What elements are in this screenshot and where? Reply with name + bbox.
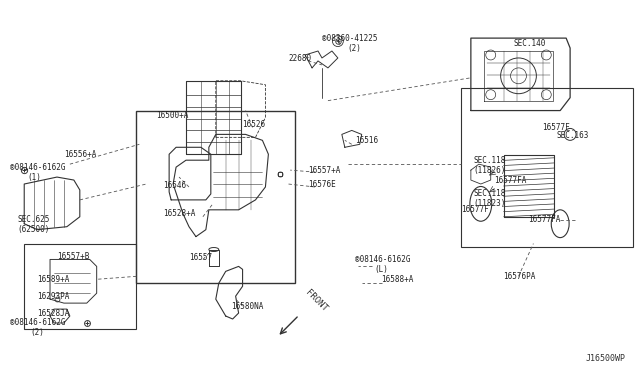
Text: 16580NA: 16580NA	[230, 302, 263, 311]
Text: 16577F: 16577F	[542, 123, 570, 132]
Text: 16576PA: 16576PA	[504, 272, 536, 281]
Text: 16526: 16526	[243, 120, 266, 129]
Text: (11823): (11823)	[474, 199, 506, 208]
Text: 16588+A: 16588+A	[381, 275, 414, 284]
Text: (2): (2)	[348, 44, 362, 52]
Text: 16576E: 16576E	[308, 180, 336, 189]
Text: SEC.118: SEC.118	[474, 156, 506, 165]
Text: 16557+B: 16557+B	[57, 252, 90, 261]
Text: ®08146-6162G: ®08146-6162G	[10, 318, 66, 327]
Text: 16528+A: 16528+A	[163, 209, 196, 218]
Text: 16500+A: 16500+A	[156, 111, 189, 120]
Text: ®08146-6162G: ®08146-6162G	[355, 255, 410, 264]
Text: 16557: 16557	[189, 253, 212, 262]
Text: 16577FA: 16577FA	[493, 176, 526, 185]
Text: 22680: 22680	[288, 54, 312, 64]
Bar	[136, 110, 295, 283]
Bar	[461, 88, 633, 247]
Text: SEC.118: SEC.118	[474, 189, 506, 198]
Text: 16556+A: 16556+A	[64, 150, 96, 159]
Text: 16577F: 16577F	[461, 205, 489, 214]
Text: 16293PA: 16293PA	[37, 292, 70, 301]
Text: 16577FA: 16577FA	[528, 215, 560, 224]
Text: SEC.140: SEC.140	[513, 39, 546, 48]
Text: 16589+A: 16589+A	[37, 275, 70, 284]
Text: (62500): (62500)	[17, 225, 50, 234]
Bar	[24, 244, 136, 329]
Text: J16500WP: J16500WP	[586, 354, 626, 363]
Text: 16528JA: 16528JA	[37, 308, 70, 318]
Text: 16516: 16516	[355, 136, 378, 145]
Text: 16546: 16546	[163, 180, 186, 189]
Text: 16557+A: 16557+A	[308, 166, 340, 174]
Text: ®08146-6162G: ®08146-6162G	[10, 163, 66, 171]
Text: SEC.625: SEC.625	[17, 215, 50, 224]
Text: (1): (1)	[28, 173, 41, 182]
Text: SEC.163: SEC.163	[556, 131, 589, 140]
Text: ®08360-41225: ®08360-41225	[322, 33, 378, 43]
Text: (11826): (11826)	[474, 166, 506, 174]
Text: FRONT: FRONT	[303, 288, 328, 313]
Text: (L): (L)	[374, 265, 388, 274]
Text: (2): (2)	[30, 328, 44, 337]
